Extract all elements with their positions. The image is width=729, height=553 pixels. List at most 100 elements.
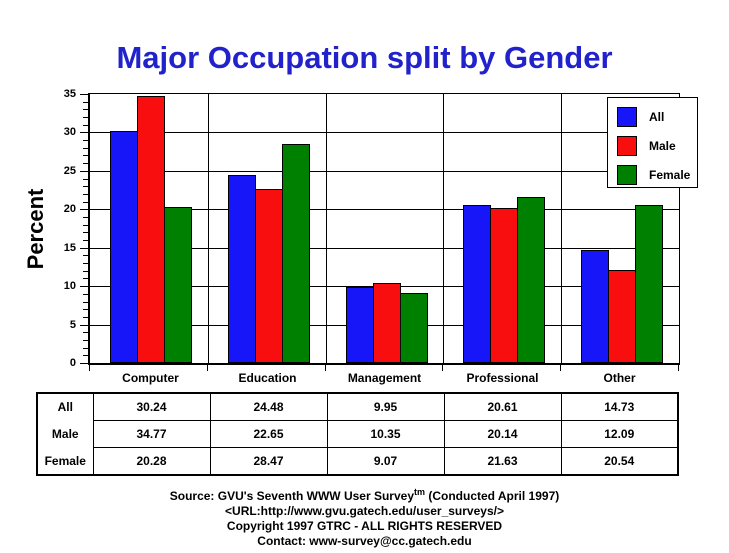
- y-axis-minor-tick: [83, 155, 88, 156]
- bar-all-other: [581, 250, 609, 363]
- y-axis-tick: [80, 132, 88, 133]
- y-axis-minor-tick: [83, 179, 88, 180]
- category-label-computer: Computer: [122, 371, 179, 385]
- major-gridline: [90, 209, 679, 211]
- table-cell-all-education: 24.48: [209, 392, 328, 421]
- y-axis-minor-tick: [83, 278, 88, 279]
- footer-contact-line: Contact: www-survey@cc.gatech.edu: [257, 534, 472, 548]
- table-cell-male-computer: 34.77: [92, 420, 211, 448]
- y-axis-minor-tick: [83, 294, 88, 295]
- major-gridline: [90, 132, 679, 134]
- bar-female-management: [400, 293, 428, 363]
- footer-source-line: Source: GVU's Seventh WWW User Surveytm …: [169, 487, 560, 503]
- legend: All Male Female: [607, 97, 698, 188]
- bar-male-other: [608, 270, 636, 363]
- y-axis-tick-label: 10: [63, 280, 76, 292]
- y-axis-minor-tick: [83, 263, 88, 264]
- table-cell-all-computer: 30.24: [92, 392, 211, 421]
- category-gridline: [326, 94, 327, 363]
- table-cell-male-professional: 20.14: [443, 420, 562, 448]
- footer-copyright-line: Copyright 1997 GTRC - ALL RIGHTS RESERVE…: [226, 519, 503, 533]
- y-axis-minor-tick: [83, 309, 88, 310]
- y-axis-tick-label: 25: [63, 165, 76, 177]
- x-axis-tick: [325, 364, 326, 371]
- page-title: Major Occupation split by Gender: [116, 40, 613, 75]
- major-gridline: [90, 170, 679, 172]
- table-row-label: All: [36, 393, 94, 421]
- table-row-label: Female: [36, 447, 94, 475]
- x-axis-tick: [442, 364, 443, 371]
- x-axis-tick: [207, 364, 208, 371]
- table-cell-all-management: 9.95: [326, 392, 445, 421]
- y-axis-minor-tick: [83, 240, 88, 241]
- y-axis-minor-tick: [83, 109, 88, 110]
- legend-item-male: Male: [617, 136, 697, 156]
- table-cell-male-other: 12.09: [560, 420, 679, 448]
- bar-all-management: [346, 287, 374, 363]
- y-axis-minor-tick: [83, 317, 88, 318]
- y-axis-tick: [80, 94, 88, 95]
- y-axis-minor-tick: [83, 348, 88, 349]
- y-axis-minor-tick: [83, 194, 88, 195]
- footer: Source: GVU's Seventh WWW User Surveytm …: [0, 485, 729, 549]
- bar-all-professional: [463, 205, 491, 363]
- table-cell-female-other: 20.54: [560, 447, 679, 476]
- bar-all-education: [228, 175, 256, 363]
- bar-female-other: [635, 205, 663, 363]
- y-axis-minor-tick: [83, 340, 88, 341]
- y-axis-minor-tick: [83, 271, 88, 272]
- footer-url-line: <URL:http://www.gvu.gatech.edu/user_surv…: [225, 504, 504, 518]
- legend-label: Male: [649, 139, 676, 153]
- table-cell-male-education: 22.65: [209, 420, 328, 448]
- y-axis-tick: [80, 286, 88, 287]
- bar-male-management: [373, 283, 401, 363]
- y-axis-tick: [80, 325, 88, 326]
- category-label-management: Management: [347, 371, 422, 385]
- y-axis-label: Percent: [23, 188, 48, 270]
- table-row-label: Male: [36, 420, 94, 448]
- y-axis-tick: [80, 209, 88, 210]
- y-axis-minor-tick: [83, 225, 88, 226]
- bar-male-education: [255, 189, 283, 363]
- y-axis-minor-tick: [83, 232, 88, 233]
- table-row-all: All 30.24 24.48 9.95 20.61 14.73: [36, 392, 679, 421]
- x-axis-tick: [89, 364, 90, 371]
- y-axis-minor-tick: [83, 255, 88, 256]
- legend-label: Female: [649, 168, 691, 182]
- y-axis-minor-tick: [83, 302, 88, 303]
- table-cell-female-management: 9.07: [326, 447, 445, 476]
- bar-male-computer: [137, 96, 165, 363]
- y-axis-minor-tick: [83, 355, 88, 356]
- data-table: All 30.24 24.48 9.95 20.61 14.73 Male 34.77 22.6…: [36, 392, 679, 476]
- y-axis-tick: [80, 171, 88, 172]
- legend-swatch-all: [617, 107, 637, 127]
- bar-female-computer: [164, 207, 192, 363]
- y-axis-minor-tick: [83, 102, 88, 103]
- y-axis-minor-tick: [83, 125, 88, 126]
- y-axis-tick-label: 35: [63, 88, 76, 100]
- category-label-education: Education: [238, 371, 297, 385]
- legend-item-female: Female: [617, 165, 697, 185]
- category-label-other: Other: [603, 371, 636, 385]
- x-axis-tick: [560, 364, 561, 371]
- table-cell-male-management: 10.35: [326, 420, 445, 448]
- bar-all-computer: [110, 131, 138, 363]
- bar-male-professional: [490, 208, 518, 363]
- table-cell-all-other: 14.73: [560, 392, 679, 421]
- y-axis-minor-tick: [83, 332, 88, 333]
- trademark-superscript: tm: [414, 487, 425, 497]
- y-axis-tick-label: 30: [63, 126, 76, 138]
- y-axis-minor-tick: [83, 202, 88, 203]
- category-gridline: [208, 94, 209, 363]
- bar-female-professional: [517, 197, 545, 363]
- table-row-male: Male 34.77 22.65 10.35 20.14 12.09: [36, 420, 679, 448]
- y-axis-minor-tick: [83, 148, 88, 149]
- y-axis-minor-tick: [83, 117, 88, 118]
- legend-label: All: [649, 110, 665, 124]
- x-axis-tick: [678, 364, 679, 371]
- bar-female-education: [282, 144, 310, 363]
- table-cell-all-professional: 20.61: [443, 392, 562, 421]
- legend-item-all: All: [617, 107, 697, 127]
- y-axis-minor-tick: [83, 163, 88, 164]
